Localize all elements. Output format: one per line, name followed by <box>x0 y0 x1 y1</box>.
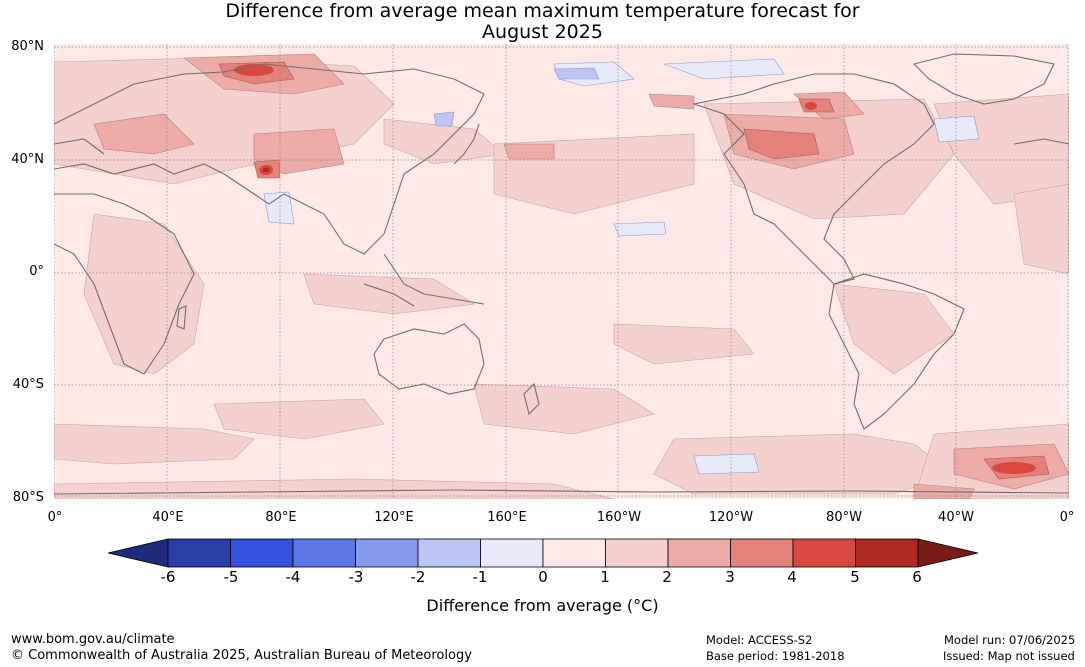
colorbar-cell <box>667 538 731 568</box>
colorbar-tick: -1 <box>472 568 488 586</box>
graticule <box>54 44 1069 499</box>
colorbar-cell <box>542 538 606 568</box>
lon-label-0: 0° <box>47 510 63 525</box>
colorbar-tick: 5 <box>850 568 860 586</box>
lat-label-0: 0° <box>29 264 44 279</box>
colorbar-tick: -5 <box>223 568 239 586</box>
forecast-map <box>54 44 1069 499</box>
anomaly-negative-regions <box>263 58 980 475</box>
map-canvas <box>54 44 1069 499</box>
colorbar-cell <box>230 538 294 568</box>
colorbar-tick: 2 <box>662 568 672 586</box>
colorbar-label: Difference from average (°C) <box>426 596 659 615</box>
colorbar-tick: -3 <box>348 568 364 586</box>
footer-model: Model: ACCESS-S2 <box>706 633 813 647</box>
colorbar-cell <box>167 538 231 568</box>
colorbar-cell <box>730 538 794 568</box>
lon-label-40e: 40°E <box>152 510 184 525</box>
colorbar-tick: 0 <box>538 568 548 586</box>
lat-label-80n: 80°N <box>11 39 44 54</box>
colorbar-cell <box>417 538 481 568</box>
colorbar-tick: 3 <box>725 568 735 586</box>
colorbar-cell <box>855 538 919 568</box>
lon-label-0-right: 0° <box>1059 510 1075 525</box>
colorbar-over-arrow <box>917 538 978 568</box>
map-title-line2: August 2025 <box>482 21 603 43</box>
lon-label-40w: 40°W <box>938 510 974 525</box>
colorbar-tick: 6 <box>912 568 922 586</box>
footer-copyright: © Commonwealth of Australia 2025, Austra… <box>11 648 472 663</box>
lon-label-120w: 120°W <box>708 510 754 525</box>
colorbar-tick: -2 <box>410 568 426 586</box>
colorbar-cell <box>792 538 856 568</box>
colorbar-cell <box>355 538 419 568</box>
colorbar-cell <box>480 538 544 568</box>
coastlines <box>54 53 1069 495</box>
lon-label-80w: 80°W <box>826 510 862 525</box>
colorbar-under-arrow <box>108 538 169 568</box>
colorbar-cells <box>167 538 919 568</box>
anomaly-3-4-regions <box>218 61 1050 480</box>
colorbar <box>108 538 978 568</box>
colorbar-cell <box>605 538 669 568</box>
lat-label-40s: 40°S <box>12 377 44 392</box>
footer-base-period: Base period: 1981-2018 <box>706 649 845 663</box>
colorbar-tick: -6 <box>160 568 176 586</box>
lon-label-160e: 160°E <box>487 510 527 525</box>
map-title-line1: Difference from average mean maximum tem… <box>225 0 860 22</box>
footer-model-run: Model run: 07/06/2025 <box>944 633 1076 647</box>
colorbar-tick: 1 <box>600 568 610 586</box>
anomaly-high-cores <box>234 64 1036 474</box>
lat-label-40n: 40°N <box>11 152 44 167</box>
lon-label-80e: 80°E <box>265 510 297 525</box>
colorbar-cell <box>292 538 356 568</box>
footer-issued: Issued: Map not issued <box>943 649 1075 663</box>
lat-label-80s: 80°S <box>12 490 44 505</box>
lon-label-160w: 160°W <box>596 510 642 525</box>
footer-website: www.bom.gov.au/climate <box>11 632 175 647</box>
lon-label-120e: 120°E <box>374 510 414 525</box>
colorbar-tick: 4 <box>787 568 797 586</box>
colorbar-tick: -4 <box>285 568 301 586</box>
